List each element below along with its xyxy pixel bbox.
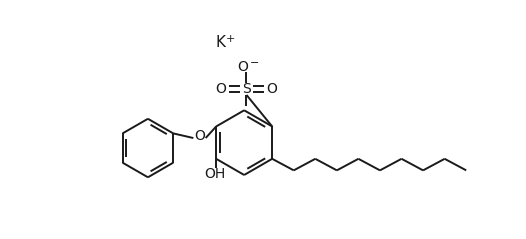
Text: O: O: [267, 82, 277, 96]
Text: OH: OH: [204, 167, 225, 181]
Text: S: S: [242, 82, 251, 96]
Text: O: O: [216, 82, 227, 96]
Text: −: −: [250, 58, 260, 68]
Text: K: K: [216, 35, 226, 50]
Text: O: O: [194, 130, 205, 143]
Text: O: O: [237, 60, 248, 74]
Text: +: +: [226, 34, 235, 44]
